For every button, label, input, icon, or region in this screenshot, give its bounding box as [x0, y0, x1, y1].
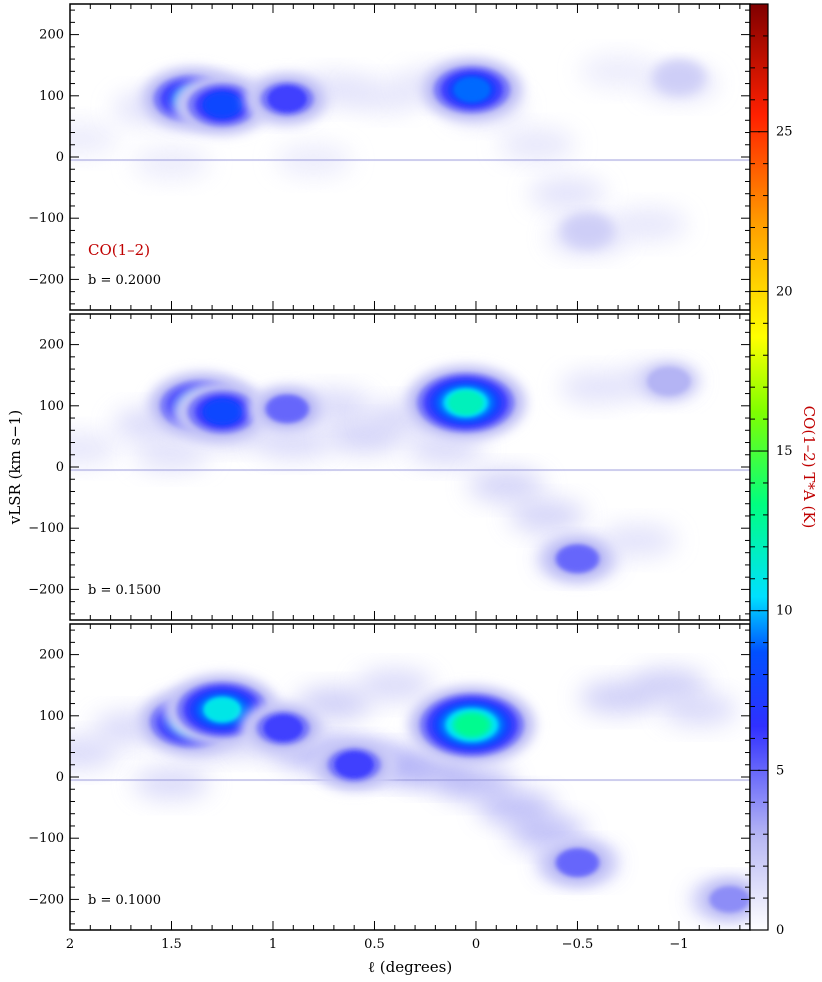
pv-panel: 200 100 0 −100 −200 b = 0.2000 CO(1–2) — [28, 3, 751, 311]
diffuse-emission — [580, 55, 657, 88]
y-tick-label: −100 — [28, 211, 64, 226]
panel-latitude-label: b = 0.1000 — [88, 893, 161, 908]
diffuse-emission — [478, 791, 555, 824]
pv-panel: 200 100 0 −100 −200 b = 0.1500 — [28, 313, 751, 621]
diffuse-emission — [133, 147, 210, 180]
emission-peak — [268, 86, 306, 111]
colorbar-tick-label: 10 — [776, 604, 793, 619]
colorbar-gradient — [749, 3, 769, 931]
y-tick-label: 200 — [39, 648, 64, 663]
diffuse-emission — [70, 432, 119, 465]
emission-peak — [205, 698, 240, 721]
y-tick-label: 200 — [39, 338, 64, 353]
colorbar-tick-label: 25 — [776, 125, 793, 140]
panel-latitude-label: b = 0.1500 — [88, 583, 161, 598]
diffuse-emission — [600, 524, 677, 557]
emission-peak — [264, 715, 302, 741]
diffuse-emission — [70, 736, 119, 769]
diffuse-emission — [468, 469, 545, 502]
y-tick-label: −100 — [28, 831, 64, 846]
x-ticks — [69, 4, 741, 310]
emission-peak — [449, 391, 483, 414]
x-tick-label: −0.5 — [562, 937, 594, 952]
colorbar-tick-label: 15 — [776, 444, 793, 459]
colorbar-tick-label: 5 — [776, 763, 784, 778]
baseline-stripe — [70, 469, 750, 472]
emission-peak — [647, 367, 691, 396]
diffuse-emission — [509, 499, 586, 532]
emission-map — [70, 669, 750, 922]
pv-panel: 200 100 0 −100 −200 b = 0.1000 — [28, 623, 751, 931]
y-tick-label: 100 — [39, 709, 64, 724]
y-axis-title: vLSR (km s−1) — [6, 410, 24, 525]
diffuse-emission — [610, 208, 687, 241]
y-tick-label: 0 — [56, 150, 64, 165]
emission-peak — [564, 215, 611, 246]
x-tick-label: 0.5 — [364, 937, 385, 952]
y-tick-label: −200 — [28, 892, 64, 907]
emission-peak — [558, 850, 597, 876]
emission-peak — [455, 714, 489, 736]
emission-peak — [268, 396, 307, 422]
x-axis-title: ℓ (degrees) — [368, 958, 452, 976]
x-ticks — [69, 624, 741, 930]
y-tick-label: 0 — [56, 460, 64, 475]
x-tick-label: −1 — [669, 937, 688, 952]
emission-peak — [709, 886, 750, 913]
colorbar: 0 5 10 15 20 25 — [749, 3, 793, 938]
diffuse-emission — [275, 144, 352, 177]
x-tick-label: 2 — [66, 937, 74, 952]
x-ticks — [69, 314, 741, 620]
diffuse-emission — [133, 767, 210, 800]
emission-map — [70, 55, 750, 253]
diffuse-emission — [70, 122, 119, 155]
baseline-stripe — [70, 159, 750, 162]
y-tick-label: 0 — [56, 770, 64, 785]
diffuse-emission — [437, 767, 514, 800]
y-tick-label: −200 — [28, 582, 64, 597]
diffuse-emission — [559, 371, 636, 404]
x-tick-label: 1 — [269, 937, 277, 952]
emission-peak — [558, 546, 597, 572]
baseline-stripe — [70, 779, 750, 782]
colorbar-title: CO(1–2) T*A (K) — [800, 406, 818, 529]
diffuse-emission — [630, 669, 707, 702]
y-ticks: 200 100 0 −100 −200 — [28, 629, 750, 925]
emission-map — [70, 361, 750, 583]
diffuse-emission — [529, 177, 606, 210]
y-tick-label: 100 — [39, 89, 64, 104]
emission-peak — [335, 752, 373, 777]
emission-peak — [655, 62, 702, 93]
diffuse-emission — [255, 426, 332, 459]
x-tick-label: 1.5 — [161, 937, 182, 952]
y-ticks: 200 100 0 −100 −200 — [28, 319, 750, 615]
x-tick-label: 0 — [472, 937, 480, 952]
colorbar-tick-label: 0 — [776, 923, 784, 938]
x-tick-labels: 2 1.5 1 0.5 0 −0.5 −1 — [66, 937, 689, 952]
panel-latitude-label: b = 0.2000 — [88, 273, 161, 288]
y-tick-label: 200 — [39, 28, 64, 43]
emission-peak — [454, 78, 490, 102]
colorbar-tick-label: 20 — [776, 284, 793, 299]
diffuse-emission — [407, 432, 484, 465]
line-label: CO(1–2) — [88, 241, 150, 259]
diffuse-emission — [133, 438, 210, 471]
diffuse-emission — [498, 128, 575, 161]
y-tick-label: 100 — [39, 399, 64, 414]
y-tick-label: −100 — [28, 521, 64, 536]
diffuse-emission — [661, 693, 738, 726]
diffuse-emission — [356, 669, 433, 702]
emission-peak — [204, 400, 240, 424]
emission-peak — [204, 93, 240, 117]
y-tick-label: −200 — [28, 272, 64, 287]
y-ticks: 200 100 0 −100 −200 — [28, 9, 750, 305]
